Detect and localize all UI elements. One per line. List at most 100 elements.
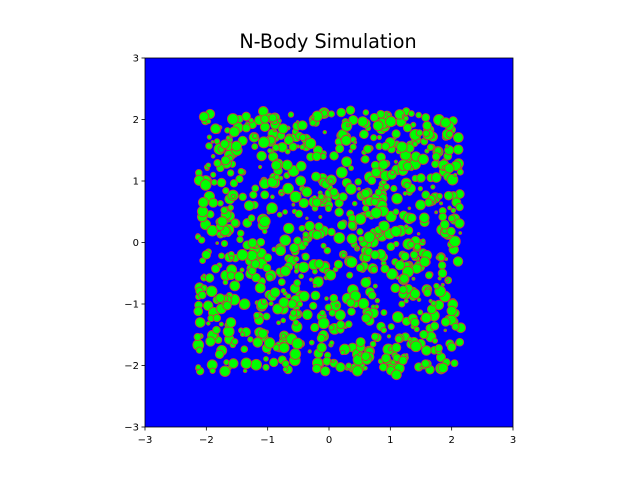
particle [361,351,371,362]
particle [236,248,249,261]
particle [415,129,424,137]
particle [454,218,465,229]
particle [322,129,328,135]
particle [212,313,222,323]
particle [410,340,422,353]
particle [452,132,464,143]
particle [206,134,212,140]
particle [227,204,235,211]
particle [311,151,322,162]
particle [458,231,463,235]
particle [230,218,240,228]
particle [299,133,307,142]
particle [370,197,379,206]
particle [372,120,384,132]
particle [417,309,424,316]
particles-layer [192,105,467,381]
particle [297,261,310,274]
particle [370,134,378,142]
particle [407,336,413,342]
particle [439,201,444,206]
particle [386,268,398,280]
particle [283,135,294,146]
particle [393,159,398,164]
particle [236,229,245,238]
particle [295,160,307,172]
particle [240,345,249,354]
particle [328,178,334,185]
particle [431,337,439,344]
particle [284,148,291,155]
x-tick-label: 2 [448,435,454,446]
particle [370,332,380,341]
particle [205,321,211,326]
particle [325,269,337,281]
particle [243,200,255,211]
particle [374,233,380,239]
particle [304,137,317,150]
particle [357,116,369,127]
particle [390,283,401,294]
particle [356,228,364,236]
y-tick-label: −2 [124,361,139,372]
particle [280,287,287,294]
particle [310,115,315,120]
particle [333,259,343,269]
particle [446,342,457,352]
x-tick-label: −3 [138,435,153,446]
particle [440,117,451,128]
particle [407,213,417,223]
particle [210,153,216,159]
particle [294,209,304,218]
particle [305,216,309,221]
particle [278,342,290,354]
particle [230,193,236,200]
particle [390,184,398,193]
particle [220,206,229,215]
particle [337,220,347,231]
particle [252,132,259,140]
particle [357,297,370,310]
particle [338,192,348,202]
particle [228,358,239,369]
particle [231,338,239,346]
particle [431,152,441,161]
particle [281,159,293,171]
particle [310,322,320,333]
particle [425,271,434,280]
particle [389,169,396,176]
particle [281,359,290,368]
particle [359,129,369,140]
particle [238,192,247,202]
particle [324,296,329,301]
particle [250,259,261,269]
particle [348,214,357,223]
particle [311,363,322,374]
particle [370,265,379,274]
particle [356,263,365,273]
particle [324,205,333,213]
particle [216,177,227,188]
particle [420,238,426,244]
particle [431,160,440,169]
particle [272,128,277,133]
particle [239,331,246,337]
particle [218,321,224,327]
particle [268,300,274,307]
particle [258,215,271,228]
particle [277,118,282,124]
particle [446,305,457,317]
particle [308,277,314,282]
particle [422,120,432,131]
particle [250,358,263,371]
particle [269,194,275,200]
particle [437,253,446,262]
particle [354,178,362,186]
particle [403,181,411,190]
particle [370,250,380,260]
particle [193,332,202,341]
particle [383,183,391,191]
particle [277,278,286,286]
particle [265,273,274,282]
particle [443,190,454,201]
